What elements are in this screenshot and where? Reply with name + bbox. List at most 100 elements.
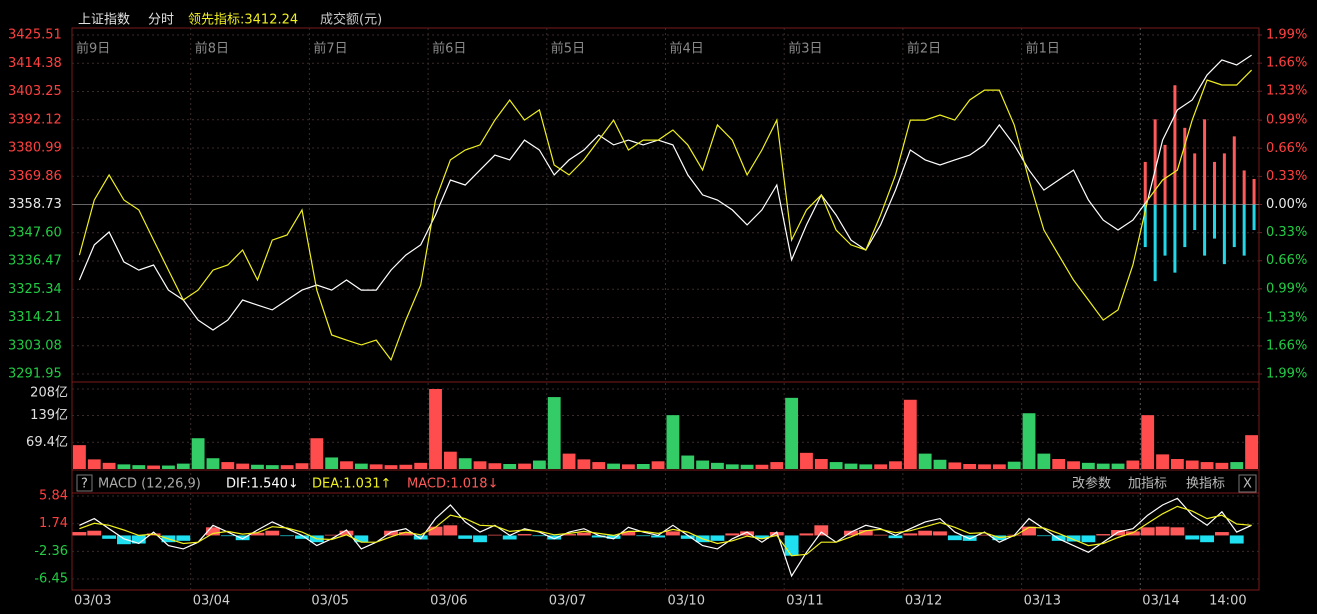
volume-bar xyxy=(681,455,695,469)
volume-bar xyxy=(1170,459,1184,469)
series-line xyxy=(78,54,1252,331)
volume-bar xyxy=(162,465,175,469)
strength-bar xyxy=(1203,119,1207,205)
day-label: 前5日 xyxy=(551,41,585,57)
macd-bar xyxy=(888,535,903,539)
volume-bar xyxy=(414,462,428,469)
macd-bar xyxy=(873,534,888,536)
strength-bar xyxy=(1242,170,1246,205)
macd-bar xyxy=(1140,527,1155,536)
volume-bar xyxy=(992,464,1006,469)
volume-bar xyxy=(429,389,442,469)
strength-bar xyxy=(1173,85,1177,205)
volume-bar xyxy=(1111,463,1125,469)
y2-tick-label: 1.66% xyxy=(1266,338,1307,353)
macd-bar xyxy=(176,535,191,541)
volume-bar xyxy=(577,459,591,469)
volume-bar xyxy=(562,453,576,469)
y2-tick-label: 0.33% xyxy=(1266,169,1307,184)
volume-bar xyxy=(696,460,710,469)
volume-bar xyxy=(1200,462,1214,469)
volume-bar xyxy=(755,464,769,469)
volume-bar xyxy=(1245,435,1258,469)
volume-bar xyxy=(73,445,86,469)
x-tick-label: 03/04 xyxy=(193,594,230,609)
macd-bar xyxy=(265,530,280,536)
macd-bar xyxy=(591,535,606,538)
y-tick-label: 3314.21 xyxy=(8,310,62,325)
close[interactable]: X xyxy=(1243,477,1252,492)
y2-tick-label: 0.33% xyxy=(1266,225,1307,240)
x-tick-label: 03/06 xyxy=(430,594,467,609)
volume-bar xyxy=(844,463,858,469)
macd-bar xyxy=(858,530,873,536)
volume-bar xyxy=(1022,413,1036,469)
y-tick-label: 3369.86 xyxy=(8,169,62,184)
strength-bar xyxy=(1153,204,1157,282)
help-box[interactable] xyxy=(76,474,93,492)
volume-bar xyxy=(1067,461,1080,469)
volume-bar xyxy=(1156,454,1169,469)
volume-bar xyxy=(1037,453,1051,469)
volume-bar xyxy=(785,397,799,469)
macd-bar xyxy=(295,535,309,539)
macd-bar xyxy=(235,535,250,541)
day-label: 前4日 xyxy=(670,41,704,57)
macd-bar xyxy=(398,532,413,536)
macd-bar xyxy=(710,535,725,541)
volume-bar xyxy=(1126,460,1140,469)
day-label: 前6日 xyxy=(432,41,466,57)
button[interactable]: 加指标 xyxy=(1128,477,1167,492)
macd-bar xyxy=(606,535,621,539)
macd-bar xyxy=(1170,527,1185,536)
y2-tick-label: 1.99% xyxy=(1266,367,1307,382)
strength-bar xyxy=(1222,153,1226,205)
macd-bar xyxy=(977,534,992,536)
strength-bar xyxy=(1183,127,1187,205)
y-tick-label: 3380.99 xyxy=(8,141,62,156)
strength-bar xyxy=(1242,204,1246,256)
volume-bar xyxy=(354,463,368,469)
macd-bar xyxy=(280,535,295,537)
macd-bar xyxy=(918,530,933,536)
strength-bar xyxy=(1163,144,1167,205)
macd-bar xyxy=(666,531,680,536)
y-tick-label: 3403.25 xyxy=(8,84,62,99)
macd-bar xyxy=(1036,535,1051,537)
y-tick-label: 69.4亿 xyxy=(26,435,68,450)
macd-bar xyxy=(680,535,695,539)
volume-bar xyxy=(503,464,517,469)
x-tick-label: 03/07 xyxy=(549,594,586,609)
macd-bar xyxy=(725,533,740,536)
day-label: 前1日 xyxy=(1026,41,1060,57)
leading-index: 领先指标:3412.24 xyxy=(188,13,298,28)
macd-bar xyxy=(636,535,651,537)
y-tick-label: 3347.60 xyxy=(8,225,62,240)
volume-bar xyxy=(251,464,264,469)
strength-bar xyxy=(1252,204,1256,231)
volume-bar xyxy=(236,463,250,469)
volume-bar xyxy=(859,464,873,469)
volume-bar xyxy=(889,461,902,469)
macd-bar xyxy=(621,531,636,536)
series-line xyxy=(78,69,1253,362)
volume-bar xyxy=(295,463,309,469)
volume-bar xyxy=(473,461,487,469)
macd-bar xyxy=(250,532,265,536)
close-box[interactable] xyxy=(1238,474,1257,493)
macd-bar xyxy=(1185,535,1200,540)
macd-bar xyxy=(562,534,576,536)
y-tick-label: 3392.12 xyxy=(8,112,62,127)
volume-bar xyxy=(547,397,561,469)
y2-tick-label: 0.00% xyxy=(1266,197,1307,212)
volume-bar xyxy=(1081,462,1095,469)
help[interactable]: ? xyxy=(81,477,88,492)
button[interactable]: 改参数 xyxy=(1072,476,1111,492)
strength-bar xyxy=(1193,204,1197,231)
x-tick-label: 03/12 xyxy=(905,594,942,609)
y-tick-label: 3336.47 xyxy=(8,254,62,269)
day-label: 前9日 xyxy=(76,41,110,57)
volume-bar xyxy=(102,462,116,469)
button[interactable]: 换指标 xyxy=(1186,477,1225,492)
macd-bar xyxy=(1081,535,1096,543)
